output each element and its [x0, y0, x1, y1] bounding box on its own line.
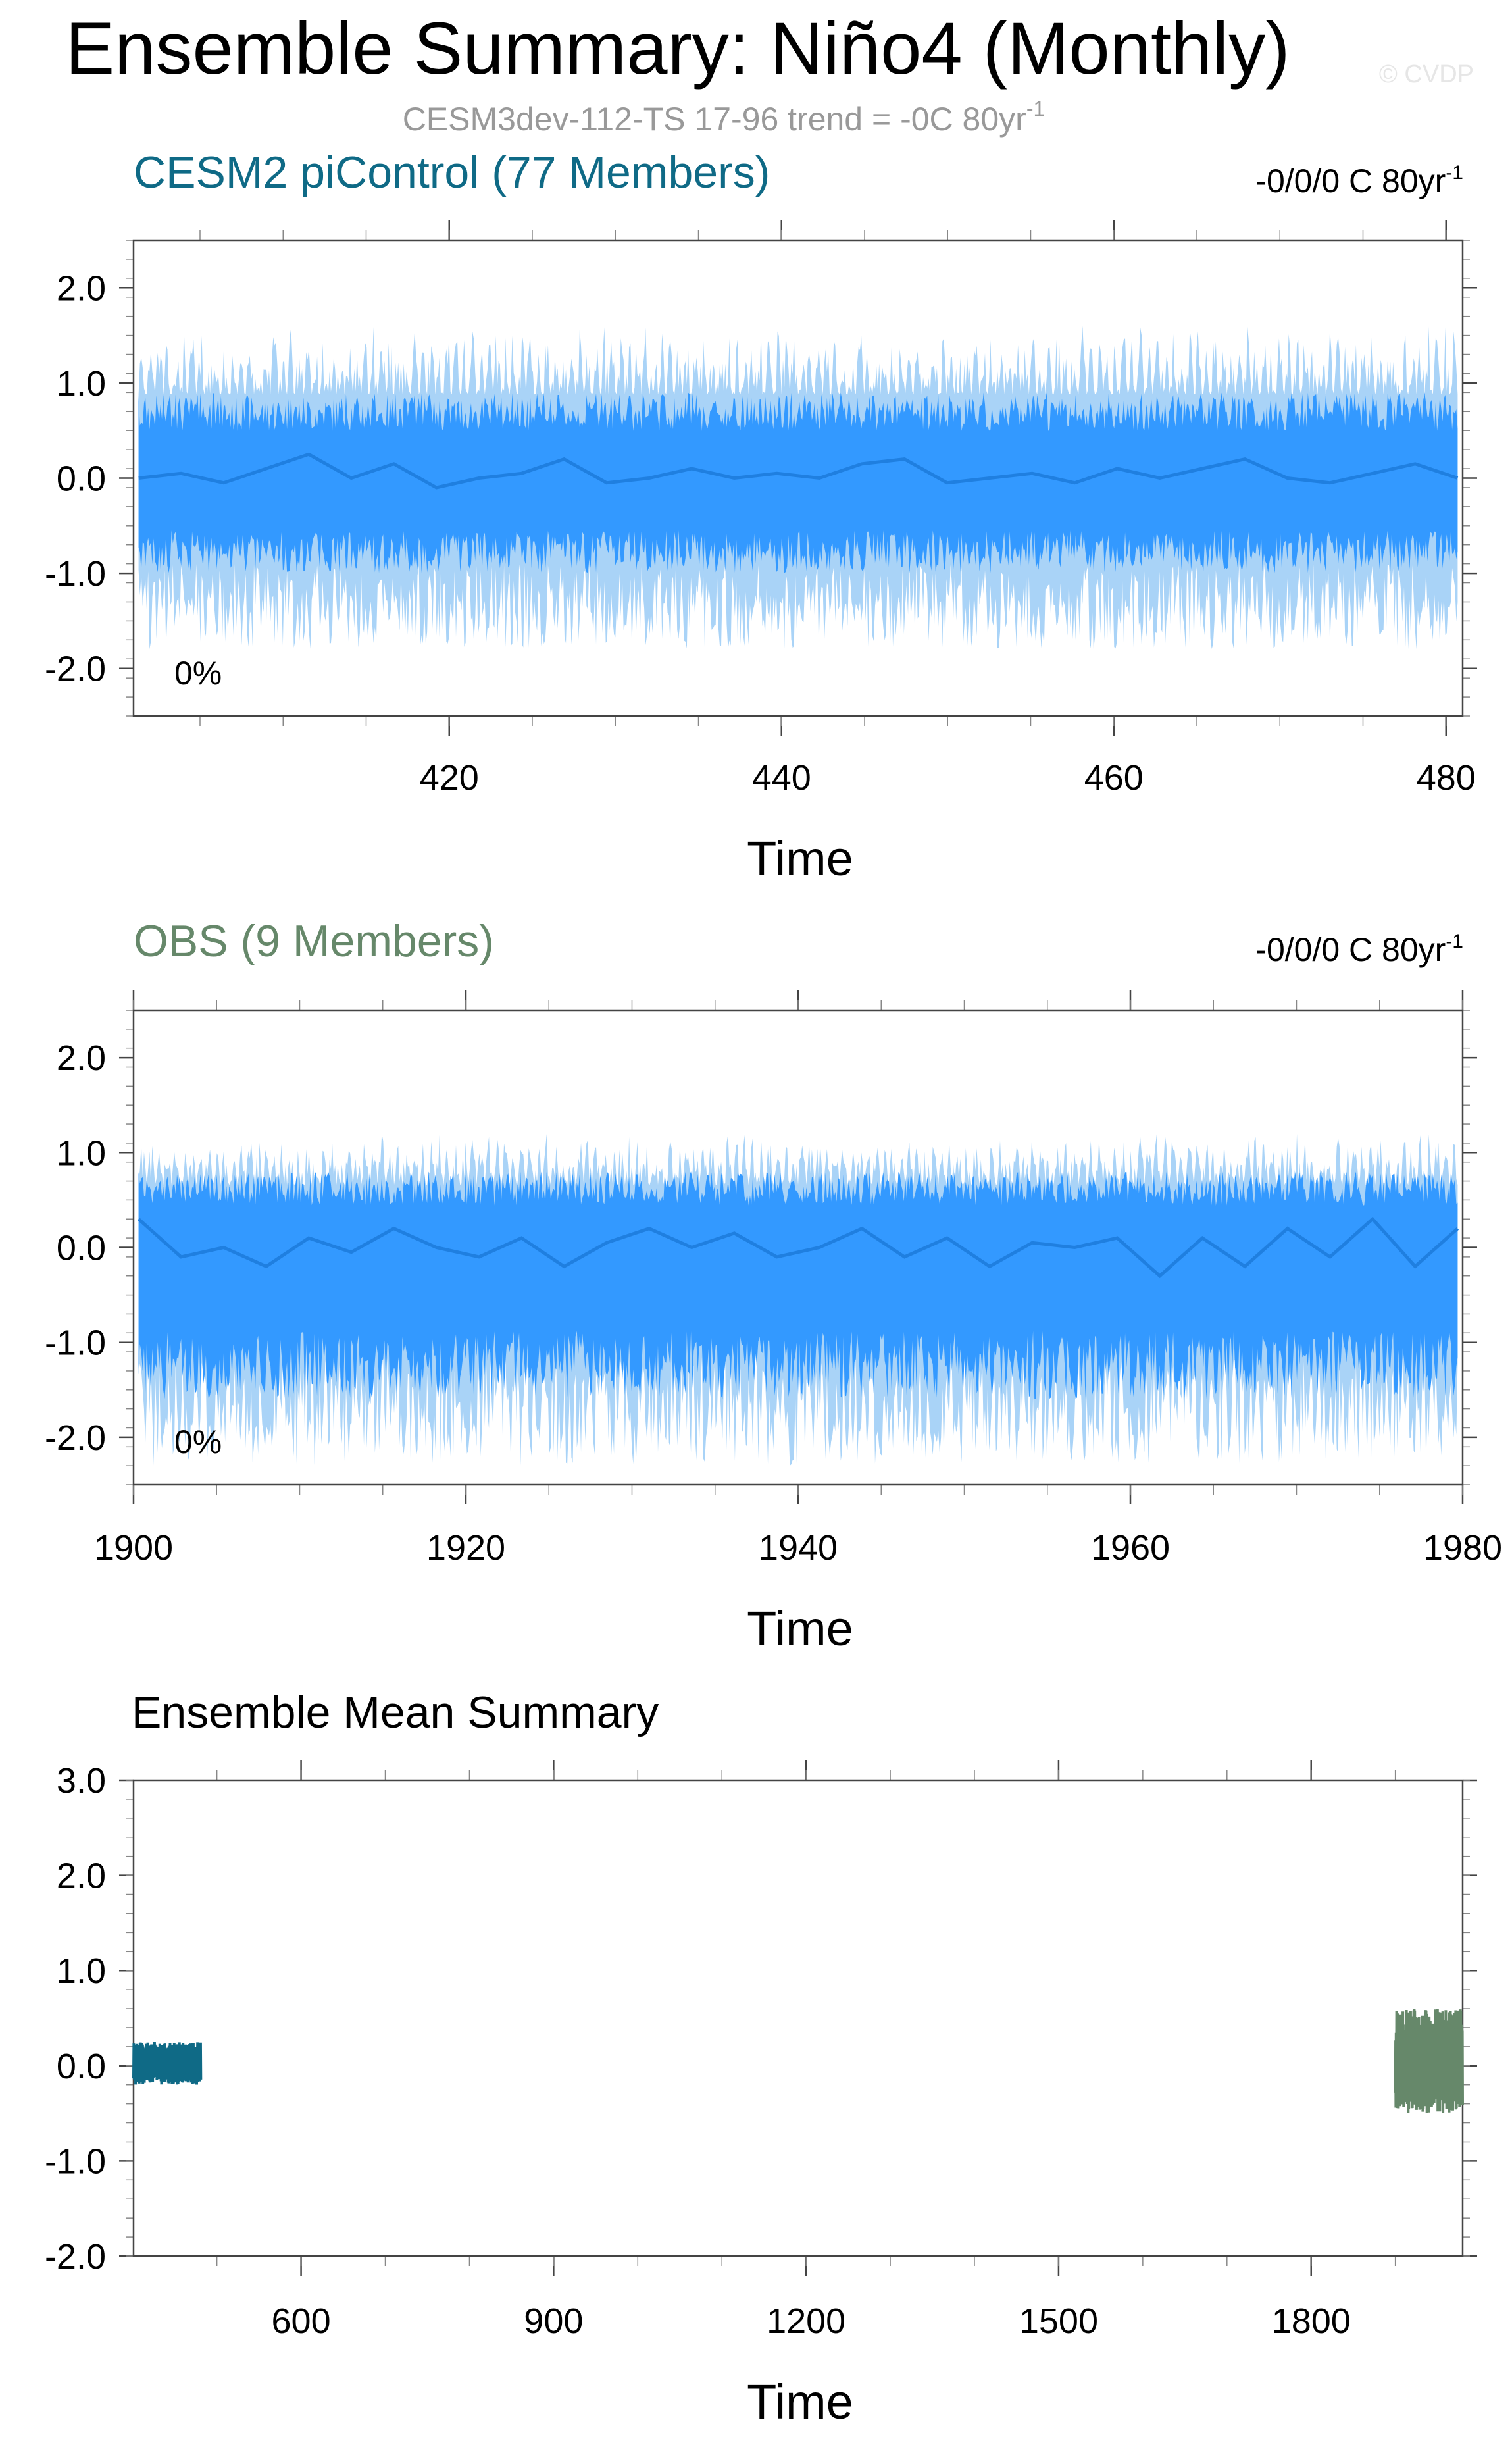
y-tick-label: 1.0 — [57, 364, 106, 403]
x-axis-title-cesm2: Time — [747, 831, 853, 886]
plot-frame — [132, 1009, 1464, 1486]
panel-cesm2-picontrol: CESM2 piControl (77 Members) -0/0/0 C 80… — [45, 147, 1477, 886]
y-tick-label: 1.0 — [57, 1951, 106, 1991]
x-tick-label: 420 — [420, 758, 479, 798]
plot-frame — [132, 239, 1464, 717]
ensemble-mean-line — [138, 452, 1459, 490]
subtitle: CESM3dev-112-TS 17-96 trend = -0C 80yr-1 — [403, 97, 1046, 138]
inner-envelope-band — [138, 1171, 1458, 1400]
x-tick-label: 1800 — [1272, 2301, 1351, 2341]
x-tick-label: 1920 — [426, 1528, 505, 1568]
panel-title-cesm2: CESM2 piControl (77 Members) — [134, 147, 770, 197]
cvdp-watermark: © CVDP — [1379, 61, 1474, 88]
x-tick-label: 1200 — [767, 2301, 845, 2341]
trend-exponent-obs: -1 — [1446, 931, 1463, 952]
y-tick-label: 0.0 — [57, 1229, 106, 1268]
x-axis-title-obs: Time — [747, 1601, 853, 1656]
trend-label-cesm2: -0/0/0 C 80yr-1 — [1255, 162, 1463, 199]
y-tick-label: -2.0 — [45, 650, 106, 689]
y-tick-label: -2.0 — [45, 2237, 106, 2276]
percent-label-obs: 0% — [174, 1424, 222, 1460]
panel-title-obs: OBS (9 Members) — [134, 916, 494, 966]
y-tick-label: 3.0 — [57, 1761, 106, 1801]
x-tick-label: 1500 — [1019, 2301, 1098, 2341]
y-tick-label: -1.0 — [45, 1323, 106, 1363]
y-tick-label: 1.0 — [57, 1133, 106, 1173]
y-tick-label: 2.0 — [57, 269, 106, 308]
y-tick-label: 0.0 — [57, 2047, 106, 2086]
y-tick-label: -1.0 — [45, 554, 106, 594]
trend-text-cesm2: -0/0/0 C 80yr — [1255, 163, 1446, 199]
main-title: Ensemble Summary: Niño4 (Monthly) — [65, 7, 1290, 90]
y-tick-label: 2.0 — [57, 1039, 106, 1078]
x-tick-label: 440 — [752, 758, 811, 798]
trend-label-obs: -0/0/0 C 80yr-1 — [1255, 931, 1463, 968]
obs-mean-trace — [1394, 2009, 1464, 2113]
trend-exponent-cesm2: -1 — [1446, 162, 1463, 184]
panel-obs: OBS (9 Members) -0/0/0 C 80yr-1 2.0 1.0 0.… — [45, 916, 1502, 1656]
y-tick-label: -1.0 — [45, 2142, 106, 2181]
subtitle-exponent: -1 — [1026, 97, 1045, 120]
inner-envelope-band — [138, 392, 1458, 573]
subtitle-text: CESM3dev-112-TS 17-96 trend = -0C 80yr — [403, 101, 1026, 138]
plot-frame — [132, 1779, 1464, 2257]
x-tick-label: 1940 — [759, 1528, 838, 1568]
y-tick-label: 2.0 — [57, 1857, 106, 1896]
plot-area-obs: 2.0 1.0 0.0 -1.0 -2.0 1900 1920 1940 1960 1980 — [45, 990, 1502, 1568]
x-tick-label: 1980 — [1423, 1528, 1502, 1568]
x-tick-label: 1960 — [1091, 1528, 1170, 1568]
plot-area-ensemble-mean: 3.0 2.0 1.0 0.0 -1.0 -2.0 600 900 1200 1500 1800 — [45, 1760, 1477, 2341]
x-tick-label: 480 — [1417, 758, 1476, 798]
panel-title-ensemble-mean: Ensemble Mean Summary — [132, 1687, 659, 1737]
x-tick-label: 900 — [524, 2301, 583, 2341]
cesm2-mean-trace — [132, 2042, 203, 2085]
panel-ensemble-mean: Ensemble Mean Summary 3.0 2.0 1.0 0.0 -1.0 -2… — [45, 1687, 1477, 2429]
x-tick-label: 600 — [272, 2301, 331, 2341]
x-tick-label: 460 — [1084, 758, 1144, 798]
y-tick-label: 0.0 — [57, 459, 106, 499]
y-tick-label: -2.0 — [45, 1418, 106, 1458]
x-axis-title-ensemble-mean: Time — [747, 2375, 853, 2429]
percent-label-cesm2: 0% — [174, 655, 222, 692]
ensemble-mean-line — [137, 1216, 1459, 1279]
x-tick-label: 1900 — [94, 1528, 173, 1568]
plot-area-cesm2: 2.0 1.0 0.0 -1.0 -2.0 420 440 460 480 — [45, 220, 1477, 798]
trend-text-obs: -0/0/0 C 80yr — [1255, 931, 1446, 968]
